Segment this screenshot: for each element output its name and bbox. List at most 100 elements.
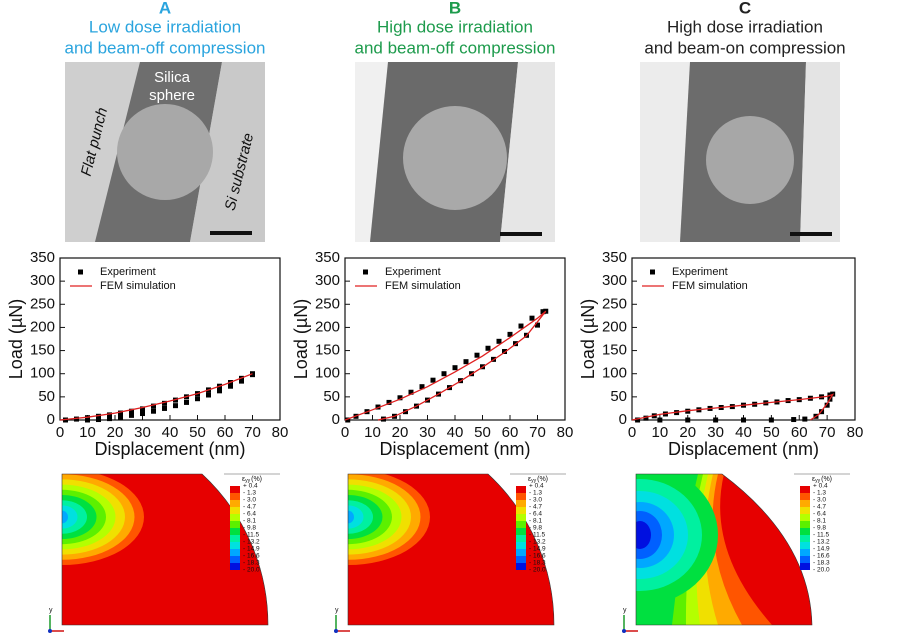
legend-label: Experiment xyxy=(100,266,156,278)
y-tick-label: 100 xyxy=(30,365,55,382)
panel-title: and beam-on compression xyxy=(644,38,845,57)
panel-title: and beam-off compression xyxy=(65,38,266,57)
legend-title-part: yy xyxy=(531,478,537,484)
micrograph-c xyxy=(640,62,840,242)
legend-swatch xyxy=(800,542,810,549)
legend-level: - 16.6 xyxy=(529,553,546,560)
legend-level: - 4.7 xyxy=(243,504,256,511)
x-tick-label: 0 xyxy=(341,424,349,441)
legend-swatch xyxy=(230,507,240,514)
data-point xyxy=(441,371,447,377)
x-tick-label: 40 xyxy=(447,424,464,441)
legend-title: εyy(%) xyxy=(242,476,262,484)
legend-swatch xyxy=(516,563,526,570)
data-point xyxy=(685,417,691,423)
y-axis-label: Load (µN) xyxy=(291,299,311,379)
data-point xyxy=(397,395,403,401)
legend-level: - 20.0 xyxy=(813,567,830,574)
triad-origin xyxy=(334,629,338,633)
data-point xyxy=(184,399,189,405)
y-tick-label: 0 xyxy=(619,411,627,428)
legend-swatch xyxy=(800,521,810,528)
data-point xyxy=(518,323,524,329)
legend-swatch xyxy=(516,542,526,549)
legend-swatch xyxy=(800,514,810,521)
contour-region xyxy=(348,510,354,524)
legend-level: - 13.2 xyxy=(243,539,260,546)
y-tick-label: 0 xyxy=(47,411,55,428)
legend-swatch xyxy=(516,507,526,514)
data-point xyxy=(162,405,167,411)
data-point xyxy=(657,417,663,423)
legend-swatch xyxy=(230,493,240,500)
sphere-label: Silica xyxy=(154,69,191,86)
legend-swatch xyxy=(800,535,810,542)
legend-level: - 11.5 xyxy=(529,532,546,539)
data-point xyxy=(96,413,101,419)
legend-swatch xyxy=(230,528,240,535)
panel-letter: A xyxy=(159,0,171,17)
data-point xyxy=(96,417,101,423)
data-point xyxy=(206,392,211,398)
x-tick-label: 50 xyxy=(763,424,780,441)
data-point xyxy=(430,377,436,383)
legend-level: - 11.5 xyxy=(243,532,260,539)
y-tick-label: 300 xyxy=(315,272,340,289)
panel-letter: C xyxy=(739,0,751,17)
data-point xyxy=(118,410,123,416)
fem-line xyxy=(631,393,835,421)
data-point xyxy=(507,331,513,337)
legend-level: - 16.6 xyxy=(243,553,260,560)
y-tick-label: 0 xyxy=(332,411,340,428)
legend-swatch xyxy=(800,486,810,493)
x-tick-label: 60 xyxy=(502,424,519,441)
y-tick-label: 100 xyxy=(602,365,627,382)
legend-swatch xyxy=(516,514,526,521)
fem-line xyxy=(59,373,253,421)
y-tick-label: 300 xyxy=(602,272,627,289)
data-point xyxy=(129,408,134,414)
data-point xyxy=(140,406,145,412)
legend-level: - 14.9 xyxy=(813,546,830,553)
triad-origin xyxy=(48,629,52,633)
contour-region xyxy=(62,505,78,529)
legend-marker xyxy=(78,269,83,275)
data-point xyxy=(239,378,244,384)
x-tick-label: 10 xyxy=(364,424,381,441)
x-tick-label: 60 xyxy=(791,424,808,441)
plot-frame xyxy=(344,257,566,421)
data-point xyxy=(502,348,507,354)
y-tick-label: 100 xyxy=(315,365,340,382)
x-axis-label: Displacement (nm) xyxy=(379,439,530,459)
x-tick-label: 20 xyxy=(392,424,409,441)
data-point xyxy=(474,352,480,358)
y-tick-label: 250 xyxy=(602,295,627,312)
x-tick-label: 60 xyxy=(217,424,234,441)
legend-level: - 1.3 xyxy=(529,490,542,497)
data-point xyxy=(129,412,134,418)
legend-level: - 4.7 xyxy=(529,504,542,511)
contour-region xyxy=(62,510,68,524)
data-point xyxy=(140,411,145,417)
x-tick-label: 50 xyxy=(189,424,206,441)
legend-level: - 9.8 xyxy=(813,525,826,532)
x-tick-label: 70 xyxy=(244,424,261,441)
y-tick-label: 250 xyxy=(315,295,340,312)
legend-label: FEM simulation xyxy=(100,280,176,292)
legend-swatch xyxy=(230,549,240,556)
panel-title: and beam-off compression xyxy=(355,38,556,57)
fem-line xyxy=(344,310,547,421)
data-point xyxy=(791,417,797,423)
legend-level: - 6.4 xyxy=(529,511,542,518)
contour-region xyxy=(348,500,373,534)
data-point xyxy=(228,383,233,389)
data-point xyxy=(345,417,351,423)
legend-level: - 1.3 xyxy=(243,490,256,497)
legend-swatch xyxy=(800,528,810,535)
data-point xyxy=(643,415,649,421)
legend-swatch xyxy=(230,542,240,549)
legend-swatch xyxy=(516,486,526,493)
data-point xyxy=(741,417,746,423)
y-tick-label: 350 xyxy=(30,249,55,266)
legend-level: - 3.0 xyxy=(529,497,542,504)
